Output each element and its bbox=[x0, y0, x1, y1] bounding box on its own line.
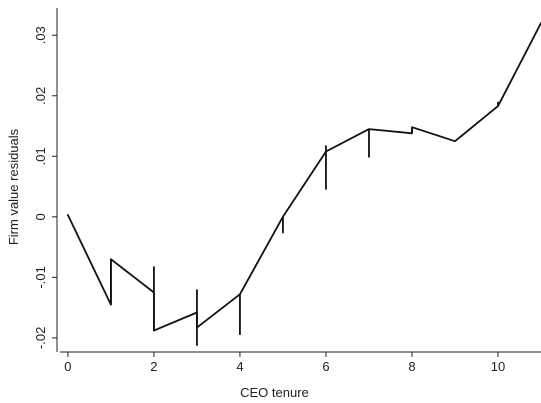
y-tick-label: .03 bbox=[33, 26, 48, 44]
x-tick-label: 2 bbox=[150, 359, 157, 374]
plot-area bbox=[67, 22, 541, 346]
x-tick-label: 10 bbox=[491, 359, 505, 374]
y-axis: -.02 -.01 0 .01 .02 .03 bbox=[33, 8, 58, 352]
x-axis-title: CEO tenure bbox=[240, 385, 309, 400]
y-tick-label: -.01 bbox=[33, 266, 48, 288]
y-tick-label: -.02 bbox=[33, 327, 48, 349]
x-tick-label: 4 bbox=[236, 359, 243, 374]
y-tick-label: .01 bbox=[33, 147, 48, 165]
y-tick-label: 0 bbox=[33, 213, 48, 220]
x-tick-label: 8 bbox=[408, 359, 415, 374]
x-axis: 0 2 4 6 8 10 bbox=[59, 351, 541, 374]
series-line bbox=[67, 22, 541, 332]
y-tick-label: .02 bbox=[33, 87, 48, 105]
x-tick-label: 0 bbox=[64, 359, 71, 374]
x-tick-label: 6 bbox=[322, 359, 329, 374]
y-axis-title: Firm value residuals bbox=[6, 128, 21, 245]
